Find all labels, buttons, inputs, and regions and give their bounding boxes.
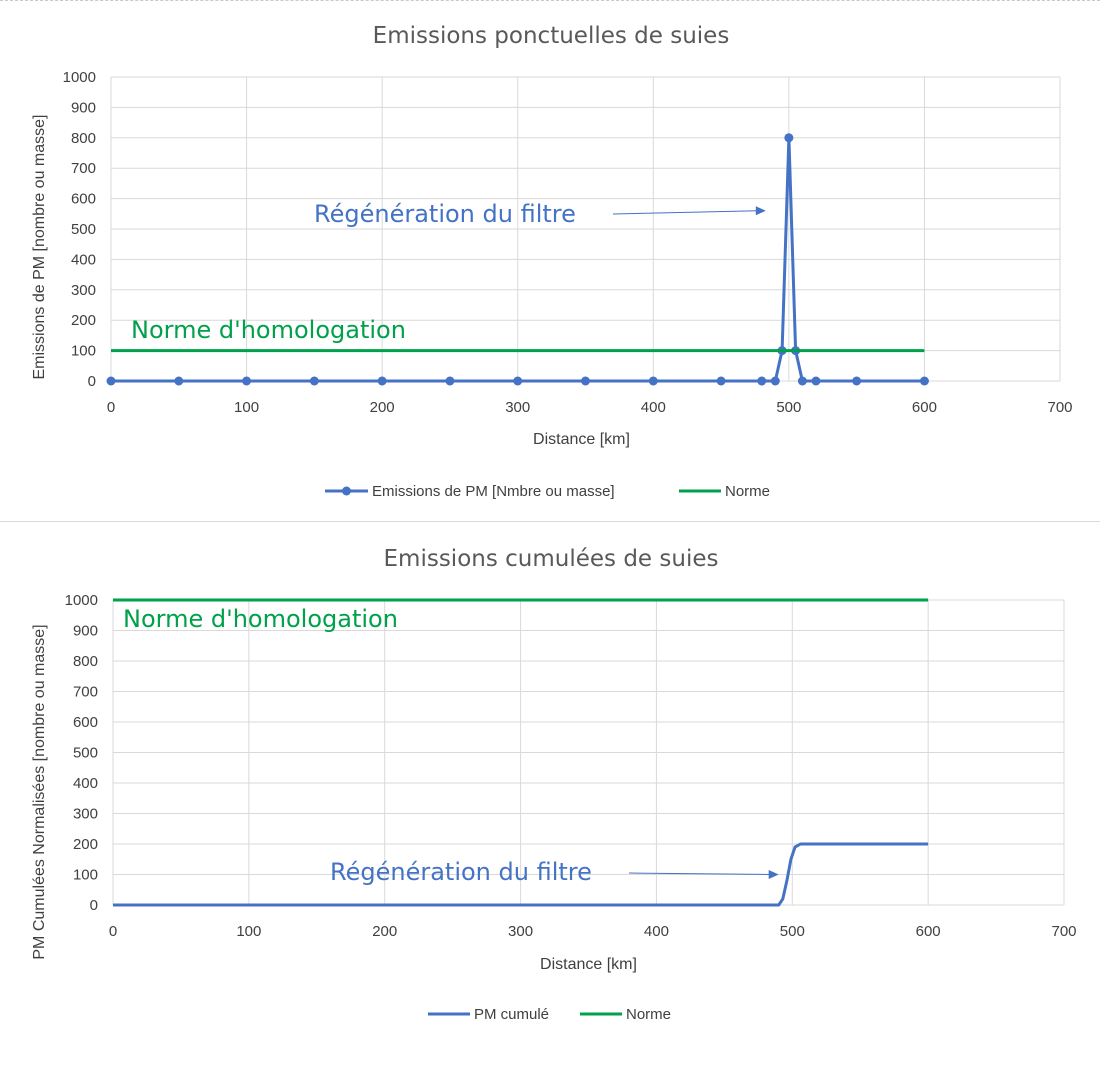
x-tick-label: 400 [641,399,666,416]
data-point [784,133,794,143]
x-tick-label: 300 [505,399,530,416]
y-tick-label: 200 [73,836,98,853]
y-tick-label: 800 [71,130,96,147]
annotation-regeneration: Régénération du filtre [314,200,576,228]
x-tick-label: 0 [107,399,115,416]
x-tick-label: 0 [109,923,117,940]
data-point [242,376,252,386]
y-tick-label: 600 [71,191,96,208]
data-point [716,376,726,386]
x-tick-label: 200 [370,399,395,416]
data-point [445,376,455,386]
y-tick-label: 200 [71,312,96,329]
y-tick-label: 300 [73,806,98,823]
y-tick-label: 0 [90,897,98,914]
annotation-arrowhead [755,206,766,216]
x-tick-label: 100 [234,399,259,416]
annotation-arrow-line [612,210,758,215]
data-point [757,376,767,386]
legend-marker [342,486,351,496]
x-tick-label: 600 [916,923,941,940]
data-point [811,376,821,386]
y-tick-label: 900 [71,99,96,116]
legend-label: Norme [626,1006,671,1023]
y-axis-label: Emissions de PM [nombre ou masse] [31,115,48,380]
chart-title: Emissions cumulées de suies [384,546,719,572]
y-tick-label: 1000 [65,592,98,609]
y-tick-label: 0 [88,373,96,390]
chart-emissions-ponctuelles: Emissions ponctuelles de suies 0 100 200 300… [31,23,1073,500]
legend-label: Norme [725,483,770,500]
x-tick-label: 100 [236,923,261,940]
x-tick-label: 400 [644,923,669,940]
annotation-norme: Norme d'homologation [131,316,406,344]
chart-title: Emissions ponctuelles de suies [373,23,730,49]
x-tick-label: 600 [912,399,937,416]
x-tick-label: 300 [508,923,533,940]
y-tick-label: 100 [71,343,96,360]
y-tick-label: 900 [73,623,98,640]
data-point [919,376,929,386]
x-axis-label: Distance [km] [540,956,637,973]
data-point [513,376,523,386]
y-tick-label: 1000 [63,69,96,86]
y-tick-label: 500 [71,221,96,238]
legend-label: PM cumulé [474,1006,549,1023]
annotation-norme: Norme d'homologation [123,605,398,633]
chart-emissions-cumulees: Emissions cumulées de suies 0 100 200 300 400… [31,546,1077,1023]
x-axis-label: Distance [km] [533,431,630,448]
y-tick-label: 400 [73,775,98,792]
x-tick-label: 200 [372,923,397,940]
x-tick-label: 700 [1051,923,1076,940]
series-line-pm [113,842,929,907]
x-tick-label: 500 [776,399,801,416]
data-point [852,376,862,386]
data-point [581,376,590,386]
y-tick-label: 800 [73,653,98,670]
data-point [797,376,807,386]
legend-label: Emissions de PM [Nmbre ou masse] [372,483,615,500]
data-point [648,376,658,386]
x-tick-label: 500 [780,923,805,940]
y-axis-label: PM Cumulées Normalisées [nombre ou masse… [31,624,48,959]
y-tick-label: 300 [71,282,96,299]
annotation-arrowhead [768,870,779,879]
y-tick-label: 700 [71,160,96,177]
data-point [106,376,116,386]
data-point [377,376,387,386]
chart-panel-emissions-ponctuelles: Emissions ponctuelles de suies 0 100 200 300… [0,0,1100,516]
y-tick-label: 400 [71,251,96,268]
y-tick-label: 700 [73,684,98,701]
chart-panel-emissions-cumulees: Emissions cumulées de suies 0 100 200 300 400… [0,521,1100,1064]
y-tick-label: 500 [73,745,98,762]
data-point [770,376,780,386]
y-tick-label: 600 [73,714,98,731]
data-point [309,376,319,386]
data-point [174,376,184,386]
x-tick-label: 700 [1047,399,1072,416]
annotation-arrow-line [628,872,771,875]
y-tick-label: 100 [73,867,98,884]
annotation-regeneration: Régénération du filtre [330,858,592,886]
